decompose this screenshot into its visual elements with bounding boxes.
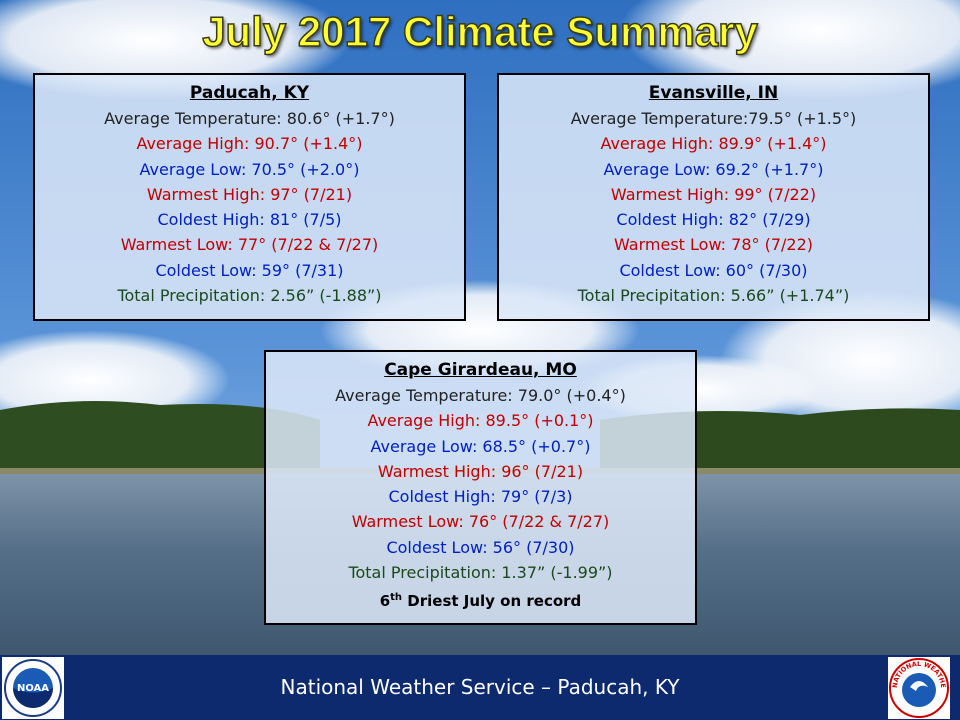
- climate-stat: Average Temperature: 79.0° (+0.4°): [335, 386, 626, 405]
- climate-stat: Total Precipitation: 1.37” (-1.99”): [348, 563, 613, 583]
- climate-stat: Average Low: 68.5° (+0.7°): [370, 436, 591, 456]
- footer-bar: National Weather Service – Paducah, KY: [0, 655, 960, 720]
- climate-stat: Total Precipitation: 5.66” (+1.74”): [577, 286, 850, 306]
- climate-stat: Warmest High: 99° (7/22): [610, 184, 817, 204]
- slide-title: July 2017 Climate Summary: [201, 7, 758, 56]
- footer-text: National Weather Service – Paducah, KY: [280, 675, 680, 699]
- climate-stat: Coldest High: 81° (7/5): [157, 210, 342, 230]
- noaa-logo: NOAA: [2, 657, 64, 719]
- noaa-logo-text: NOAA: [17, 683, 49, 694]
- nws-logo: NATIONAL WEATHER SERVICE: [888, 657, 950, 719]
- climate-stat: Coldest Low: 60° (7/30): [619, 260, 808, 280]
- climate-stat: Average Temperature: 80.6° (+1.7°): [104, 109, 395, 128]
- climate-stat: Average High: 90.7° (+1.4°): [136, 134, 363, 154]
- record-text: Driest July on record: [407, 592, 582, 611]
- record-rank: 6: [379, 592, 391, 611]
- climate-stat: Average Low: 69.2° (+1.7°): [603, 159, 824, 179]
- climate-stat: Average Temperature:79.5° (+1.5°): [570, 109, 857, 128]
- climate-stat: Average High: 89.5° (+0.1°): [367, 411, 594, 431]
- climate-stat: Warmest Low: 78° (7/22): [614, 235, 813, 255]
- station-panel: Cape Girardeau, MO Average Temperature: 7…: [264, 350, 697, 625]
- climate-stat: Warmest High: 97° (7/21): [146, 184, 353, 204]
- climate-stat: Warmest Low: 76° (7/22 & 7/27): [351, 512, 610, 532]
- record-note: 6th Driest July on record: [266, 585, 695, 614]
- climate-stat: Coldest Low: 59° (7/31): [155, 260, 344, 280]
- climate-stat: Warmest Low: 77° (7/22 & 7/27): [120, 235, 379, 255]
- climate-stat: Coldest High: 82° (7/29): [616, 210, 811, 230]
- climate-stat: Coldest High: 79° (7/3): [388, 487, 573, 507]
- climate-stat: Total Precipitation: 2.56” (-1.88”): [117, 286, 382, 306]
- climate-stat: Coldest Low: 56° (7/30): [386, 537, 575, 557]
- record-rank-suffix: th: [390, 592, 403, 604]
- climate-stat: Warmest High: 96° (7/21): [377, 461, 584, 481]
- climate-stat: Average High: 89.9° (+1.4°): [600, 134, 827, 154]
- station-panel: Evansville, IN Average Temperature:79.5° …: [497, 73, 930, 321]
- climate-stat: Average Low: 70.5° (+2.0°): [139, 159, 360, 179]
- panel-title: Paducah, KY: [189, 83, 310, 103]
- station-panel: Paducah, KY Average Temperature: 80.6° (+…: [33, 73, 466, 321]
- panel-title: Evansville, IN: [648, 83, 779, 103]
- panel-title: Cape Girardeau, MO: [384, 360, 577, 380]
